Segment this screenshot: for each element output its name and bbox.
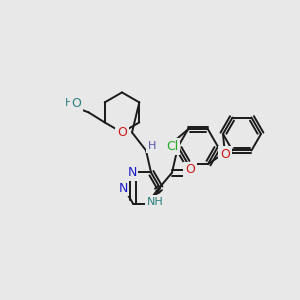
Text: H: H xyxy=(64,98,73,108)
Text: NH: NH xyxy=(147,197,163,207)
Text: O: O xyxy=(117,126,127,139)
Text: O: O xyxy=(185,163,195,176)
Text: O: O xyxy=(72,97,82,110)
Text: H: H xyxy=(148,141,156,152)
Text: N: N xyxy=(127,166,137,179)
Text: N: N xyxy=(118,182,128,194)
Text: Cl: Cl xyxy=(166,140,178,153)
Text: O: O xyxy=(220,148,230,160)
